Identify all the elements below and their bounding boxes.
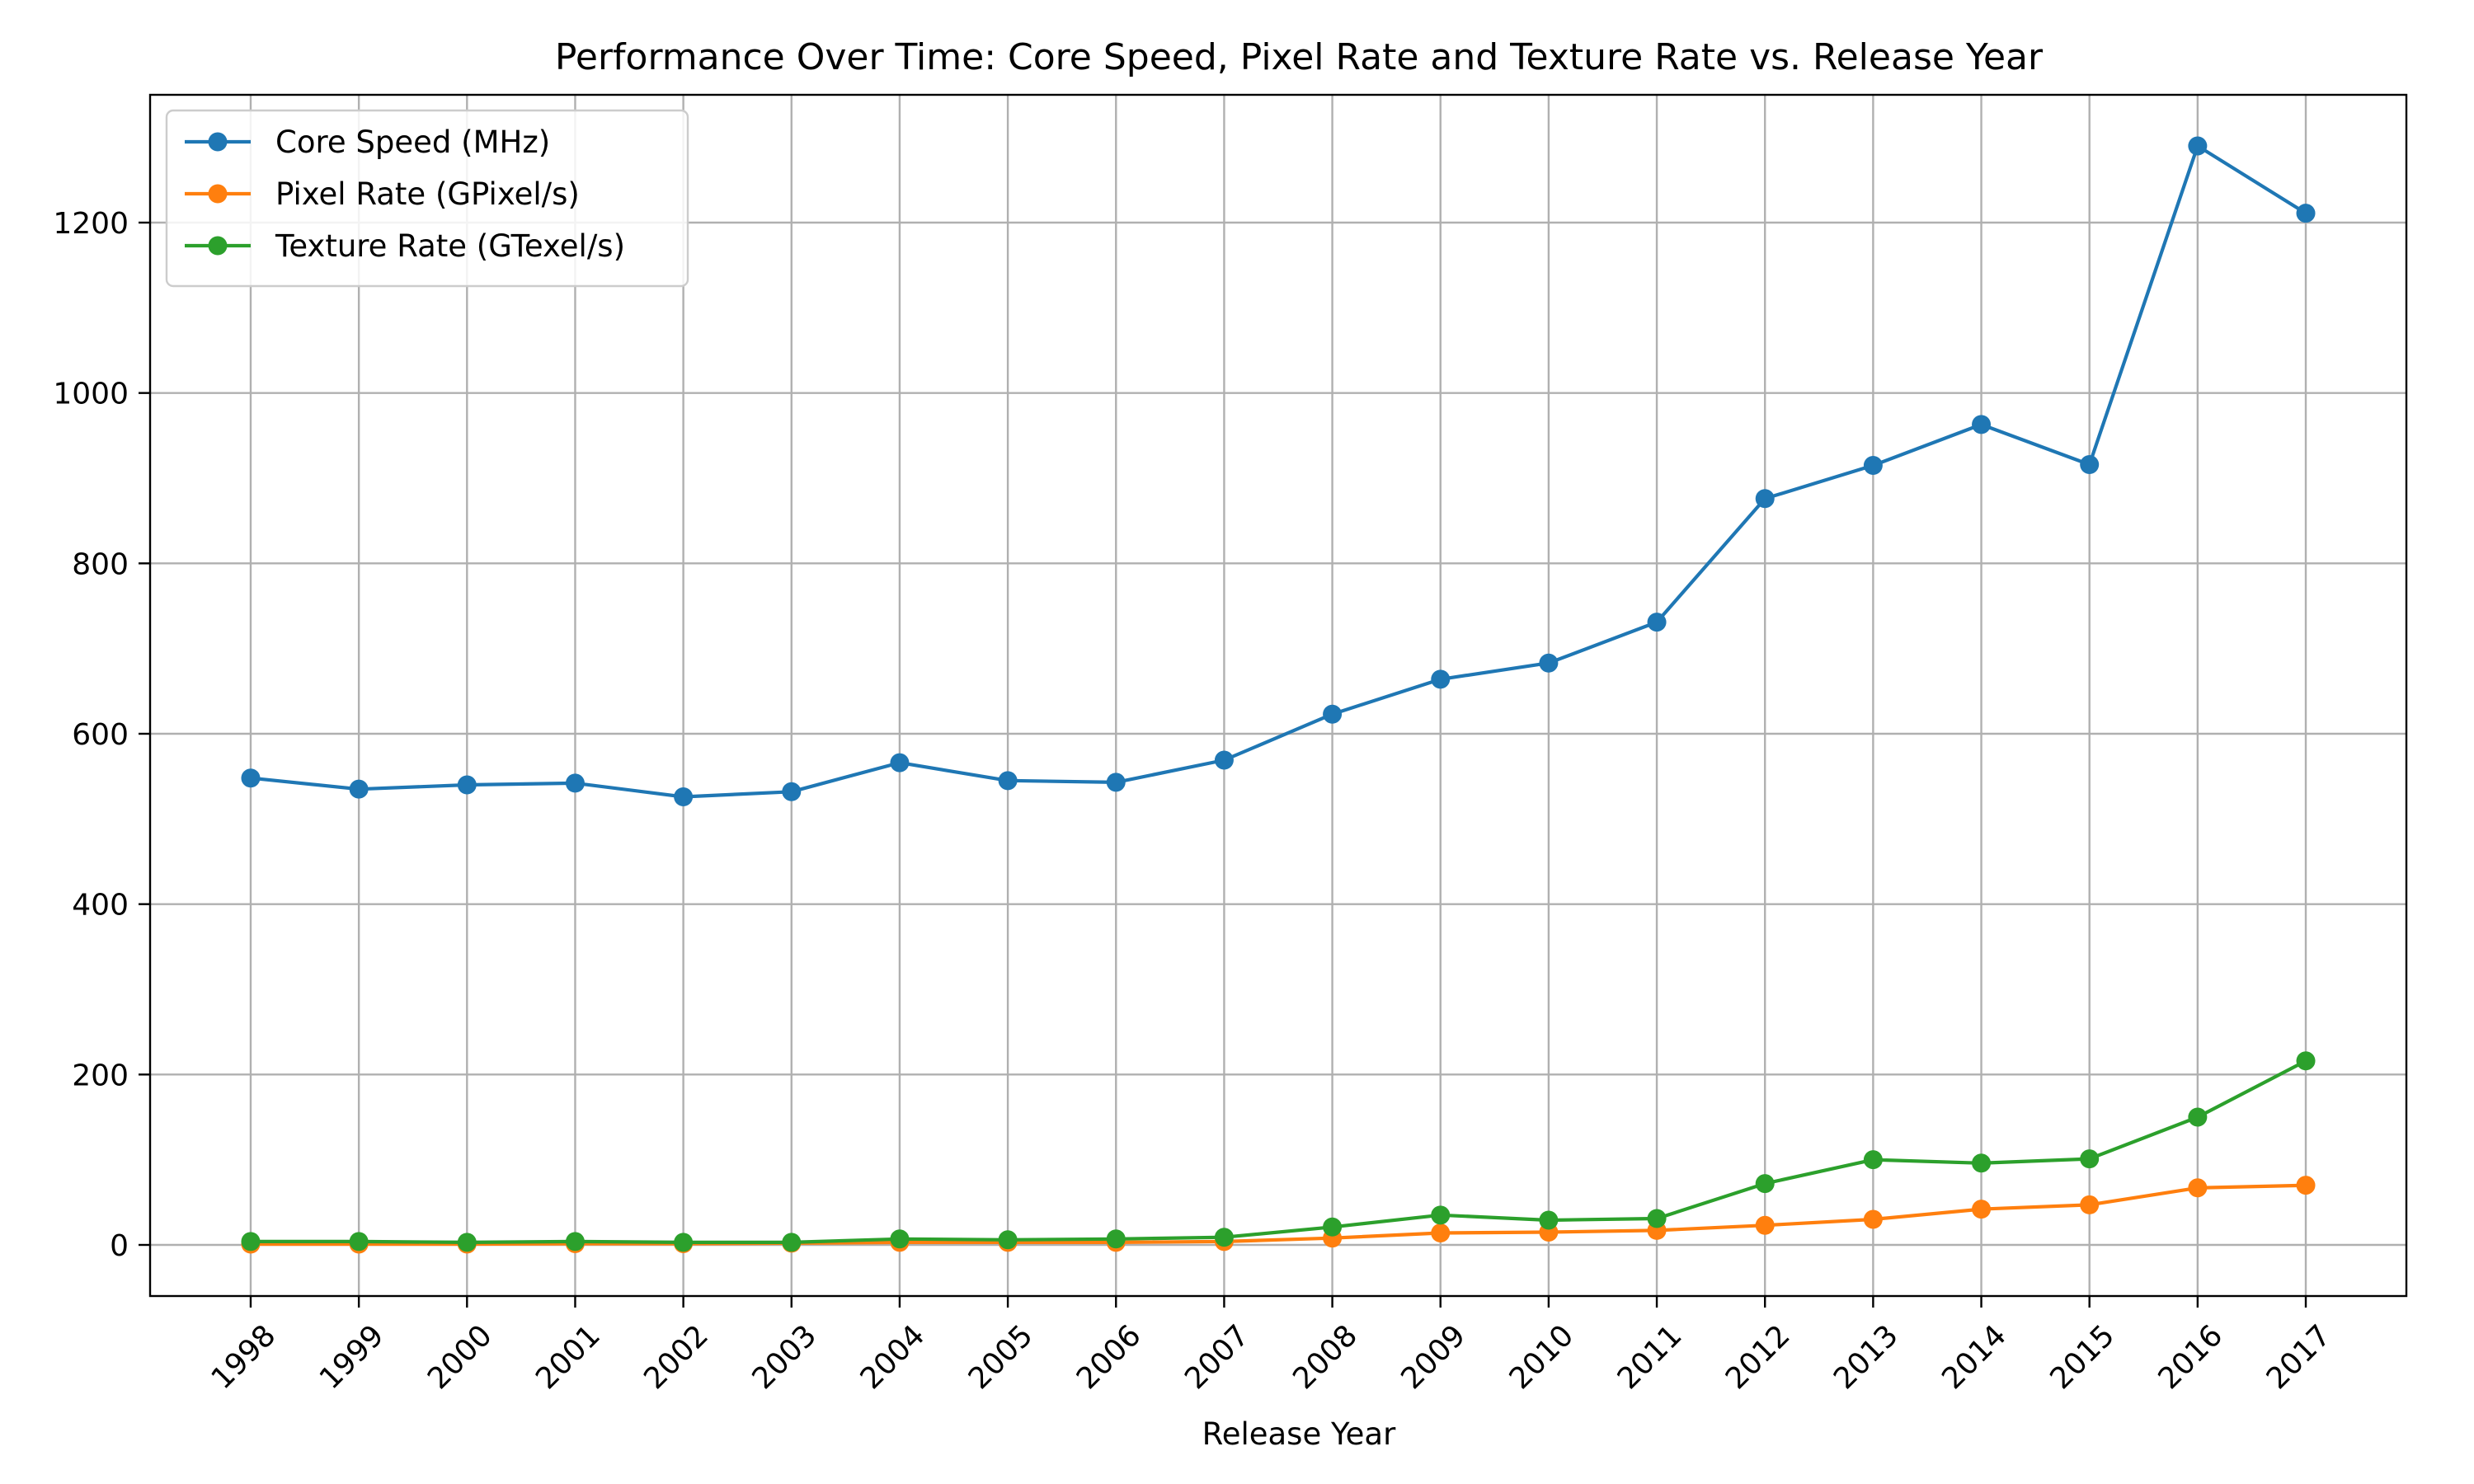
- data-point: [782, 782, 802, 801]
- x-tick-label: 2009: [1395, 1318, 1472, 1396]
- x-tick-label: 2004: [854, 1318, 932, 1396]
- x-tick-label: 2000: [421, 1318, 499, 1396]
- data-point: [1431, 1205, 1451, 1225]
- x-tick-label: 2017: [2260, 1318, 2338, 1396]
- data-point: [2080, 1149, 2100, 1169]
- data-point: [349, 1232, 369, 1252]
- legend-marker-swatch: [208, 236, 228, 256]
- y-tick-label: 400: [72, 889, 129, 923]
- legend-marker-swatch: [208, 184, 228, 204]
- x-tick-label: 2007: [1178, 1318, 1256, 1396]
- legend-marker-swatch: [208, 132, 228, 152]
- data-point: [674, 787, 694, 806]
- y-tick-label: 600: [72, 718, 129, 752]
- data-point: [349, 779, 369, 799]
- legend-label: Core Speed (MHz): [275, 124, 550, 160]
- data-point: [1431, 669, 1451, 689]
- y-tick-label: 200: [72, 1059, 129, 1092]
- x-tick-label: 2001: [529, 1318, 607, 1396]
- x-tick-label: 1999: [313, 1318, 391, 1396]
- data-point: [890, 1229, 910, 1249]
- data-point: [1323, 1217, 1343, 1237]
- data-point: [2296, 204, 2316, 223]
- data-point: [782, 1233, 802, 1252]
- series-line: [248, 143, 2308, 799]
- data-point: [1863, 1150, 1883, 1170]
- data-point: [1647, 1209, 1667, 1228]
- x-tick-label: 2003: [745, 1318, 823, 1396]
- data-point: [1431, 1223, 1451, 1243]
- legend-label: Texture Rate (GTexel/s): [275, 228, 625, 264]
- axes-layer: 1998 1999 2000 2001 2002 2003 2004 2005 2006 2007…: [53, 93, 2408, 1396]
- series-group: [241, 136, 2316, 806]
- data-point: [998, 1230, 1018, 1250]
- data-point: [1863, 456, 1883, 475]
- y-tick-label: 0: [110, 1229, 129, 1263]
- data-point: [241, 1232, 261, 1252]
- data-point: [1323, 704, 1343, 724]
- data-point: [565, 1232, 585, 1252]
- data-point: [2188, 1107, 2208, 1127]
- data-point: [998, 771, 1018, 791]
- data-point: [1647, 613, 1667, 632]
- series-line: [248, 1059, 2308, 1245]
- data-point: [1972, 415, 1992, 434]
- data-point: [674, 1233, 694, 1252]
- data-point: [2188, 136, 2208, 156]
- data-point: [1755, 489, 1775, 509]
- data-point: [2080, 454, 2100, 474]
- data-point: [890, 753, 910, 773]
- x-tick-label: 1998: [205, 1318, 283, 1396]
- data-point: [1755, 1174, 1775, 1194]
- x-tick-label: 2002: [637, 1318, 715, 1396]
- data-point: [457, 775, 477, 795]
- data-point: [1106, 773, 1126, 792]
- y-tick-label: 1200: [53, 207, 129, 241]
- x-tick-label: 2006: [1070, 1318, 1148, 1396]
- data-point: [1214, 1228, 1234, 1247]
- data-point: [2296, 1051, 2316, 1071]
- data-point: [565, 773, 585, 793]
- x-tick-label: 2016: [2152, 1318, 2230, 1396]
- data-point: [241, 768, 261, 788]
- plot-frame: [148, 93, 2408, 1298]
- data-point: [2296, 1176, 2316, 1195]
- y-tick-label: 1000: [53, 378, 129, 411]
- data-point: [1972, 1153, 1992, 1173]
- data-point: [1539, 1210, 1559, 1230]
- data-point: [457, 1233, 477, 1252]
- grid-layer: [150, 95, 2406, 1296]
- legend-label: Pixel Rate (GPixel/s): [275, 176, 580, 212]
- series-group: [241, 1051, 2316, 1252]
- legend: Core Speed (MHz) Pixel Rate (GPixel/s) Tex…: [165, 109, 689, 288]
- data-point: [1972, 1200, 1992, 1219]
- y-tick-label: 800: [72, 547, 129, 581]
- x-tick-label: 2011: [1611, 1318, 1689, 1396]
- x-tick-label: 2013: [1827, 1318, 1905, 1396]
- data-point: [1539, 653, 1559, 673]
- x-tick-label: 2015: [2044, 1318, 2121, 1396]
- legend-box: [165, 109, 689, 288]
- x-tick-label: 2014: [1935, 1318, 2013, 1396]
- data-point: [2080, 1195, 2100, 1214]
- x-tick-label: 2008: [1286, 1318, 1364, 1396]
- chart-title: Performance Over Time: Core Speed, Pixel…: [555, 36, 2044, 78]
- data-point: [1863, 1209, 1883, 1229]
- x-tick-label: 2012: [1719, 1318, 1797, 1396]
- x-tick-label: 2010: [1503, 1318, 1581, 1396]
- series-layer: [241, 136, 2316, 1254]
- data-point: [1755, 1215, 1775, 1235]
- x-tick-label: 2005: [962, 1318, 1040, 1396]
- data-point: [2188, 1178, 2208, 1198]
- data-point: [1214, 750, 1234, 770]
- x-axis-label: Release Year: [1202, 1416, 1396, 1452]
- data-point: [1106, 1229, 1126, 1249]
- series-line: [248, 1183, 2308, 1247]
